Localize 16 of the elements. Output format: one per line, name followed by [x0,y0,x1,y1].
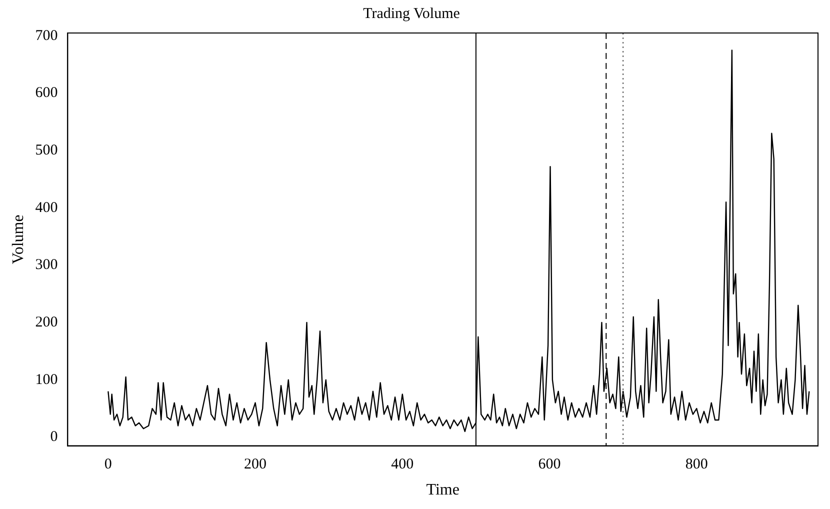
x-tick-label: 800 [685,456,708,473]
y-tick-label: 600 [35,85,58,102]
y-tick-label: 0 [50,429,58,446]
y-tick-label: 100 [35,372,58,388]
y-axis-title: Volume [10,214,27,264]
x-tick-label: 200 [244,456,267,473]
x-tick-label: 0 [104,456,112,473]
y-tick-label: 700 [35,28,58,44]
chart-title: Trading Volume [363,6,460,22]
y-tick-label: 500 [35,142,58,158]
x-tick-label: 400 [391,456,414,473]
y-tick-label: 400 [35,200,58,216]
x-axis-title: Time [426,482,460,499]
y-tick-label: 300 [35,257,58,274]
x-tick-label: 600 [538,456,561,473]
y-tick-label: 200 [35,314,58,330]
